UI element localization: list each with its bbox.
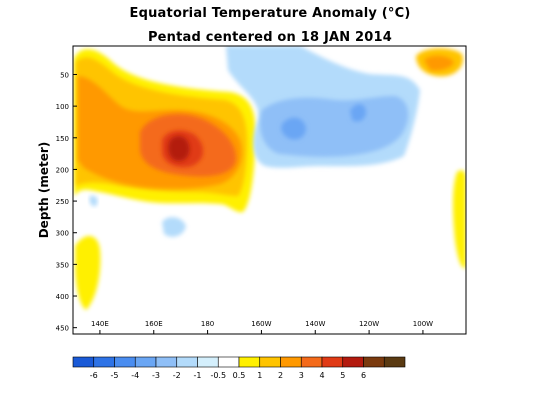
y-tick-label: 400: [56, 293, 69, 301]
warm-region-5: [168, 136, 190, 162]
chart-subtitle: Pentad centered on 18 JAN 2014: [147, 30, 393, 45]
y-tick-label: 450: [56, 325, 69, 333]
x-tick-label: 160E: [145, 320, 163, 328]
colorbar-swatch: [280, 356, 302, 368]
colorbar-label: -0.5: [210, 371, 226, 380]
cool-patch-small: [89, 195, 98, 207]
colorbar-label: -3: [152, 371, 160, 380]
y-axis: 50 100 150 200 250 300 350 400 450: [56, 71, 77, 333]
y-axis-label: Depth (meter): [37, 142, 51, 239]
colorbar-swatch: [300, 356, 323, 368]
x-tick-label: 120W: [359, 320, 379, 328]
colorbar-label: 1: [257, 371, 262, 380]
colorbar-swatch: [197, 356, 219, 368]
colorbar-label: -2: [173, 371, 181, 380]
colorbar-swatch: [93, 356, 115, 368]
colorbar-swatch: [363, 356, 385, 368]
colorbar-swatch: [321, 356, 344, 368]
colorbar-label: 5: [340, 371, 345, 380]
colorbar-label: 3: [299, 371, 304, 380]
y-tick-label: 150: [56, 135, 69, 143]
y-tick-label: 350: [56, 261, 69, 269]
cool-region-2: [281, 117, 306, 140]
anomaly-field: [74, 46, 466, 310]
colorbar-label: 4: [319, 371, 324, 380]
colorbar-label: -5: [111, 371, 119, 380]
cool-region-2b: [350, 104, 366, 122]
x-tick-label: 180: [201, 320, 214, 328]
warm-region-upper-right-core: [424, 55, 454, 71]
colorbar-swatch: [155, 356, 178, 368]
x-tick-label: 160W: [251, 320, 271, 328]
colorbar-swatch: [114, 356, 136, 368]
colorbar-label: -4: [131, 371, 139, 380]
plot-frame: [72, 45, 467, 335]
colorbar-label: 2: [278, 371, 283, 380]
y-tick-label: 50: [60, 71, 69, 79]
x-tick-label: 100W: [413, 320, 433, 328]
colorbar-label: -1: [194, 371, 202, 380]
colorbar-swatch: [238, 356, 261, 368]
y-tick-label: 250: [56, 198, 69, 206]
x-tick-label: 140E: [91, 320, 109, 328]
chart-title: Equatorial Temperature Anomaly (°C): [129, 6, 411, 21]
colorbar-label: 0.5: [233, 371, 246, 380]
y-tick-label: 200: [56, 166, 69, 174]
x-tick-label: 140W: [305, 320, 325, 328]
warm-region-deep-west: [75, 235, 101, 310]
colorbar-swatch: [134, 356, 157, 368]
colorbar-label: 6: [361, 371, 366, 380]
colorbar-swatch: [176, 356, 198, 368]
cool-region-1: [260, 96, 409, 157]
y-tick-label: 100: [56, 103, 69, 111]
colorbar-swatch: [259, 356, 281, 368]
y-tick-label: 300: [56, 230, 69, 238]
colorbar-legend: -6 -5 -4 -3 -2 -1 -0.5 0.5 1 2 3 4 5 6: [72, 356, 406, 380]
colorbar-label: -6: [90, 371, 98, 380]
cool-patch-deep: [162, 217, 186, 237]
colorbar-swatch: [72, 356, 95, 368]
colorbar-swatch: [217, 356, 240, 368]
x-axis: 140E 160E 180 160W 140W 120W 100W: [91, 320, 433, 334]
warm-region-deep-east: [452, 170, 466, 269]
colorbar-swatch: [383, 356, 406, 368]
colorbar-swatch: [342, 356, 364, 368]
